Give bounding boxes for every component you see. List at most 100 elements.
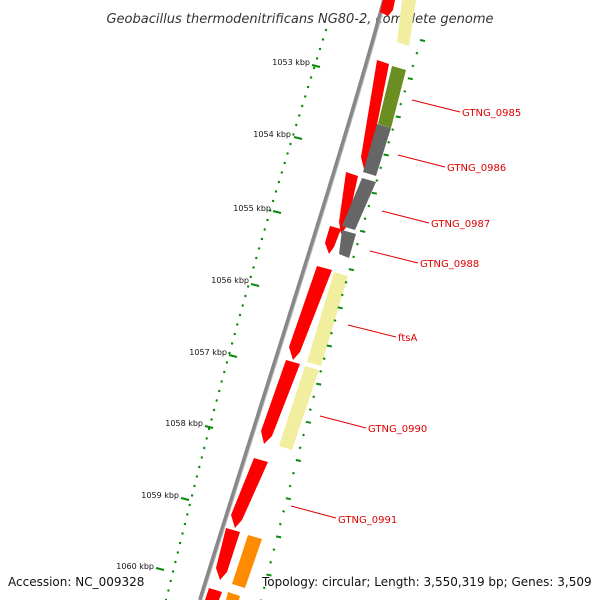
gene-label: GTNG_0986 — [447, 163, 506, 174]
gc-dot — [223, 370, 226, 374]
gc-dot — [195, 475, 199, 478]
gc-dot — [171, 570, 175, 573]
outer-dash — [344, 280, 348, 284]
tick-label: 1058 kbp — [165, 419, 203, 428]
gc-dot — [174, 560, 177, 564]
backbone-ring — [198, 0, 386, 600]
outer-dash — [395, 115, 401, 119]
outer-dash — [291, 471, 295, 475]
gc-dot — [200, 456, 203, 459]
outer-dash — [282, 510, 286, 513]
tick-1059 — [180, 497, 190, 501]
gc-dot — [218, 389, 221, 393]
outer-dash — [266, 573, 272, 577]
gc-dot — [176, 551, 179, 554]
outer-dash — [407, 77, 413, 81]
feature-gray — [339, 230, 356, 258]
outer-dash — [340, 293, 344, 297]
outer-dash — [379, 166, 383, 170]
cds-arrow — [339, 172, 358, 234]
tick-1057 — [228, 354, 238, 358]
gc-dot — [271, 199, 275, 203]
gc-dot — [169, 579, 172, 583]
outer-dash — [288, 484, 292, 488]
gc-dot — [228, 351, 231, 355]
accession-text: Accession: NC_009328 — [8, 575, 144, 589]
gc-dot — [183, 522, 187, 526]
topology-text: Topology: circular; Length: 3,550,319 bp… — [261, 575, 592, 589]
cds-arrow — [231, 458, 268, 528]
feature-orange — [232, 535, 262, 588]
gene-label: GTNG_0987 — [431, 219, 490, 230]
feature-olive — [378, 66, 406, 128]
tick-label: 1055 kbp — [233, 204, 271, 213]
gene-label: ftsA — [398, 333, 417, 344]
gene-label: GTNG_0985 — [462, 108, 521, 119]
gc-dot — [225, 361, 229, 364]
feature-pale — [279, 366, 319, 450]
gc-dot — [207, 427, 211, 431]
outer-dash — [360, 229, 366, 233]
outer-dash — [269, 560, 273, 564]
cds-arrow — [216, 528, 240, 580]
outer-dash — [312, 395, 316, 399]
gc-dot — [203, 446, 206, 450]
map-title: Geobacillus thermodenitrificans NG80-2, … — [106, 12, 493, 27]
tick-labels: 1053 kbp 1054 kbp 1055 kbp 1056 kbp 1057… — [116, 58, 310, 571]
gc-dot — [292, 133, 295, 136]
gc-dot — [312, 66, 316, 70]
cds-arrow — [205, 588, 222, 600]
gc-dot — [289, 142, 292, 146]
gc-dot — [238, 313, 242, 317]
leader-line — [290, 505, 337, 519]
backbone-ring-shadow — [201, 0, 387, 600]
outer-dash — [319, 370, 323, 373]
outer-dash — [399, 102, 403, 106]
tick-label: 1056 kbp — [211, 276, 249, 285]
tick-label: 1054 kbp — [253, 130, 291, 139]
gc-dot — [324, 28, 328, 32]
outer-dash — [403, 90, 407, 93]
outer-dash — [308, 408, 312, 411]
cds-ring — [205, 0, 395, 600]
cds-arrow — [261, 360, 300, 444]
leader-line — [411, 99, 461, 113]
gc-dot — [252, 266, 255, 269]
gc-dot — [277, 180, 281, 184]
gc-dot — [280, 171, 283, 174]
outer-dash — [262, 586, 266, 590]
gc-dot — [246, 285, 250, 288]
tick-label: 1059 kbp — [141, 491, 179, 500]
gene-labels: GTNG_0985 GTNG_0986 GTNG_0987 GTNG_0988 … — [338, 108, 521, 526]
gc-dot — [198, 465, 201, 469]
outer-dash — [272, 548, 276, 551]
gc-dot — [301, 104, 304, 108]
feature-pale — [397, 0, 416, 46]
feature-gray — [363, 124, 391, 176]
gc-dot — [304, 95, 307, 98]
outer-dash — [298, 446, 302, 450]
gc-dot — [215, 399, 218, 402]
tick-1058 — [204, 425, 214, 429]
outer-dash — [275, 535, 282, 539]
outer-dash — [367, 204, 371, 208]
outer-dash — [305, 420, 312, 424]
tick-1054 — [293, 136, 303, 140]
leader-line — [397, 154, 446, 168]
outer-dash — [329, 331, 333, 335]
outer-dash — [285, 497, 291, 501]
tick-1055 — [272, 210, 282, 214]
tick-label: 1060 kbp — [116, 562, 154, 571]
outer-dash — [348, 268, 354, 272]
gc-dot — [236, 323, 239, 326]
gc-dot — [220, 380, 223, 383]
leader-line — [381, 210, 430, 224]
gene-label: GTNG_0990 — [368, 424, 427, 435]
gc-dot — [274, 190, 278, 193]
tick-label: 1053 kbp — [272, 58, 310, 67]
outer-dash — [326, 344, 332, 348]
gc-dot — [190, 494, 194, 497]
tick-1060 — [155, 567, 165, 571]
tick-marks — [155, 64, 321, 571]
outer-dash — [363, 217, 367, 221]
